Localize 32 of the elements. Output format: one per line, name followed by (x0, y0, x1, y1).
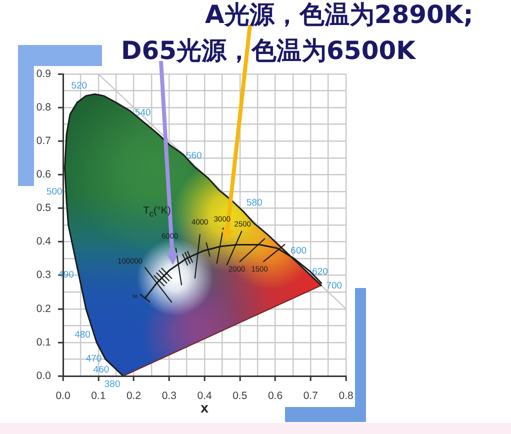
x-tick-label: 0.2 (126, 390, 142, 402)
annotation: 380 (104, 379, 120, 390)
y-tick-label: 0.9 (36, 68, 52, 80)
y-tick-label: 0.8 (36, 101, 52, 114)
y-tick-label: 0.3 (36, 269, 52, 282)
annotation: 520 (71, 80, 88, 92)
annotation: 470 (86, 353, 102, 364)
x-tick-label: 0.3 (162, 390, 177, 402)
annotation: 580 (246, 197, 262, 208)
annotation: 600 (290, 244, 307, 256)
text: A光源，色温为2890K; (205, 0, 474, 30)
annotation: 480 (74, 329, 90, 340)
annotation: 460 (93, 364, 110, 375)
y-tick-label: 0.0 (36, 370, 52, 382)
annotation: 500 (46, 186, 62, 198)
x-tick-label: 0.5 (232, 390, 248, 402)
text: D65光源，色温为6500K (121, 36, 416, 66)
annotation: 540 (134, 107, 151, 118)
x-tick-label: 0.6 (268, 390, 283, 402)
annotation: 560 (186, 150, 202, 162)
annotation: 620 (312, 266, 328, 277)
y-tick-label: 0.5 (36, 202, 52, 214)
annotation: 700 (326, 280, 342, 291)
y-tick-label: 0.4 (36, 236, 52, 248)
y-tick-label: 0.2 (36, 302, 52, 315)
x-tick-label: 0.8 (338, 390, 354, 402)
x-tick-label: 0.7 (303, 390, 318, 402)
x-tick-label: 0.0 (56, 390, 70, 402)
y-tick-label: 0.1 (36, 336, 52, 348)
y-tick-label: 0.7 (36, 135, 52, 147)
x-tick-label: 0.1 (91, 390, 106, 402)
y-tick-label: 0.6 (36, 168, 52, 181)
